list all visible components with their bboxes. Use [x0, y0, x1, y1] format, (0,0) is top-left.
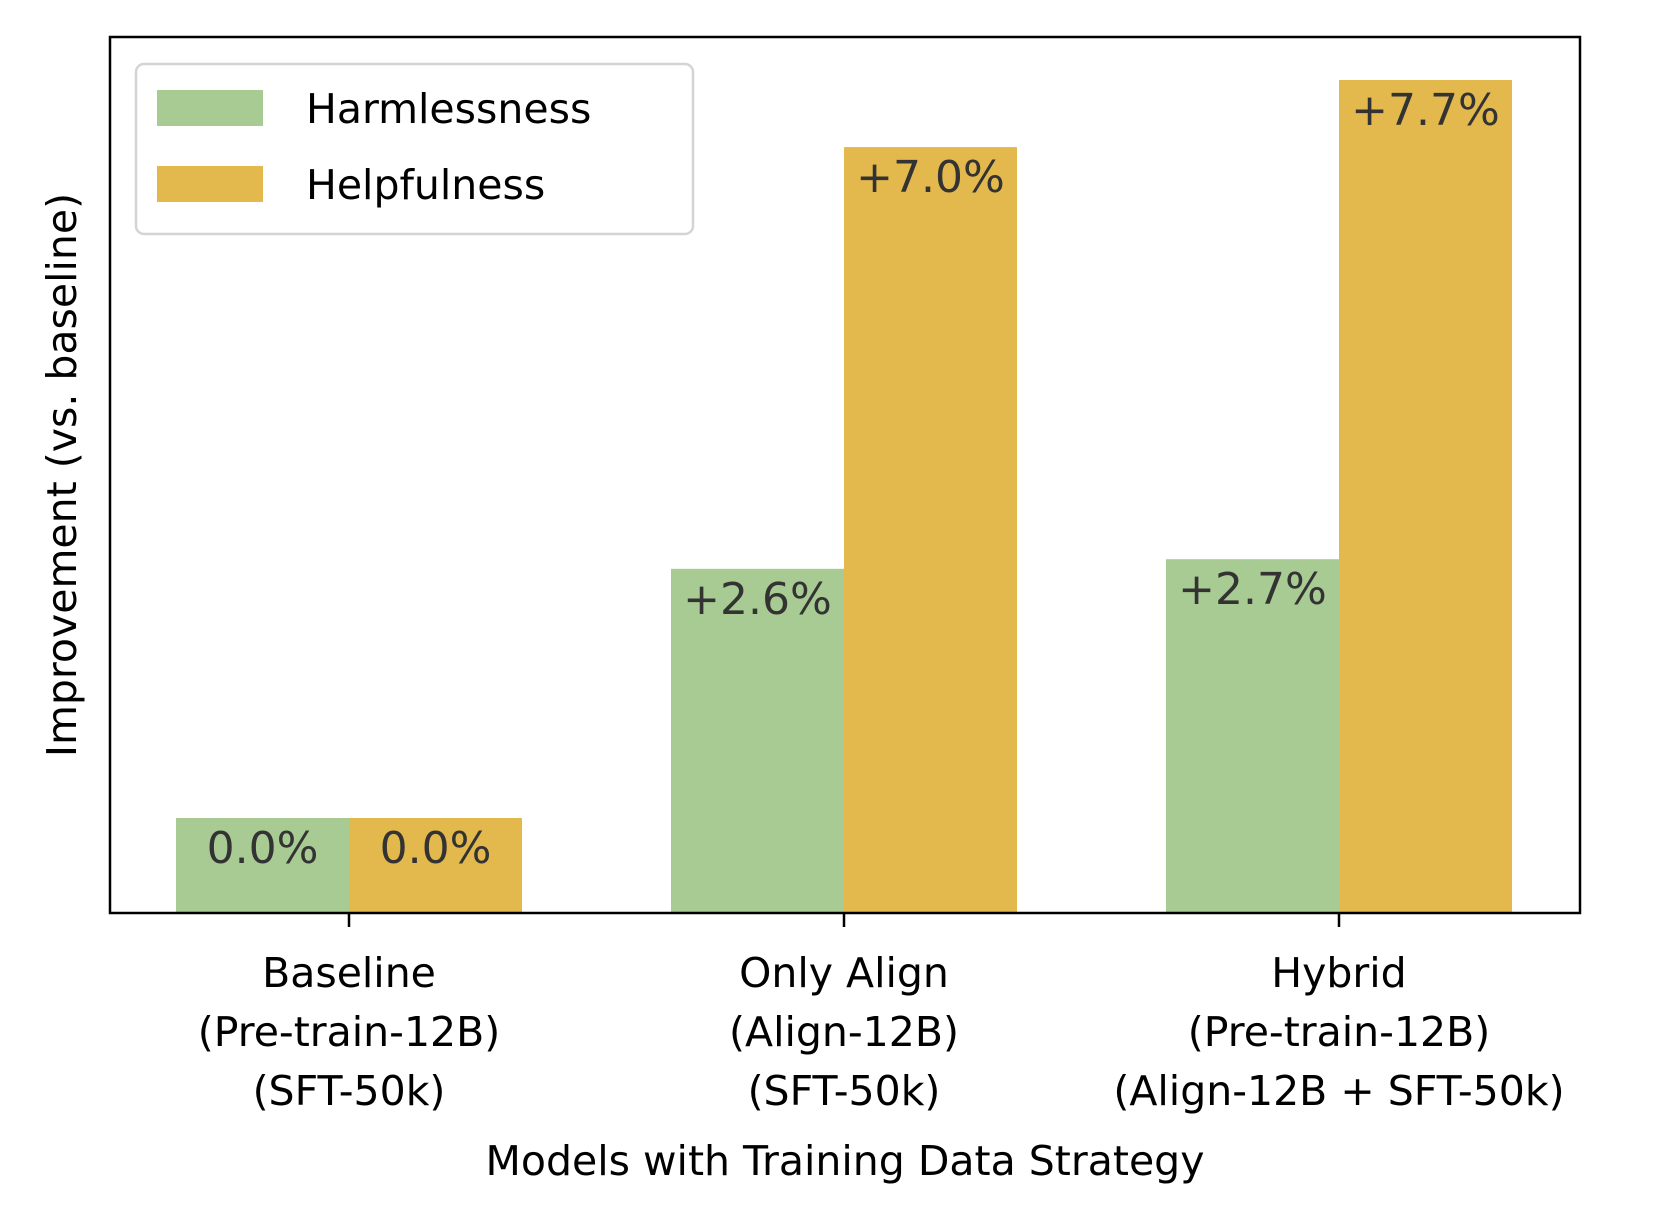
legend-label-harmlessness: Harmlessness — [306, 85, 591, 133]
bars-layer — [176, 80, 1512, 913]
bar-harmlessness-only-align — [671, 568, 844, 913]
value-label-helpfulness-only-align: +7.0% — [856, 152, 1005, 203]
x-tick-label-baseline: Baseline (Pre-train-12B) (SFT-50k) — [198, 949, 501, 1115]
value-label-harmlessness-only-align: +2.6% — [683, 574, 832, 625]
x-tick-label-only-align: Only Align (Align-12B) (SFT-50k) — [729, 949, 959, 1115]
value-label-helpfulness-baseline: 0.0% — [380, 823, 492, 874]
legend-box — [134, 62, 695, 236]
bar-helpfulness-baseline — [349, 818, 522, 913]
x-tick-label-hybrid: Hybrid (Pre-train-12B) (Align-12B + SFT-50… — [1113, 949, 1564, 1115]
bar-harmlessness-hybrid — [1166, 559, 1339, 913]
legend-label-helpfulness: Helpfulness — [306, 161, 545, 209]
value-label-helpfulness-hybrid: +7.7% — [1351, 85, 1500, 136]
bar-helpfulness-only-align — [844, 147, 1017, 913]
x-axis-label: Models with Training Data Strategy — [486, 1137, 1205, 1185]
legend-swatch-harmlessness — [157, 90, 263, 126]
value-label-harmlessness-hybrid: +2.7% — [1178, 564, 1327, 615]
legend: Harmlessness Helpfulness — [134, 62, 695, 236]
value-label-harmlessness-baseline: 0.0% — [207, 823, 319, 874]
y-axis-label: Improvement (vs. baseline) — [38, 193, 86, 757]
bar-harmlessness-baseline — [176, 818, 349, 913]
bar-helpfulness-hybrid — [1339, 80, 1512, 913]
x-ticks-layer: Baseline (Pre-train-12B) (SFT-50k) Only Ali… — [198, 913, 1565, 1115]
value-labels-layer: 0.0% 0.0% +2.6% +7.0% +2.7% +7.7% — [207, 85, 1500, 874]
legend-swatch-helpfulness — [157, 166, 263, 202]
